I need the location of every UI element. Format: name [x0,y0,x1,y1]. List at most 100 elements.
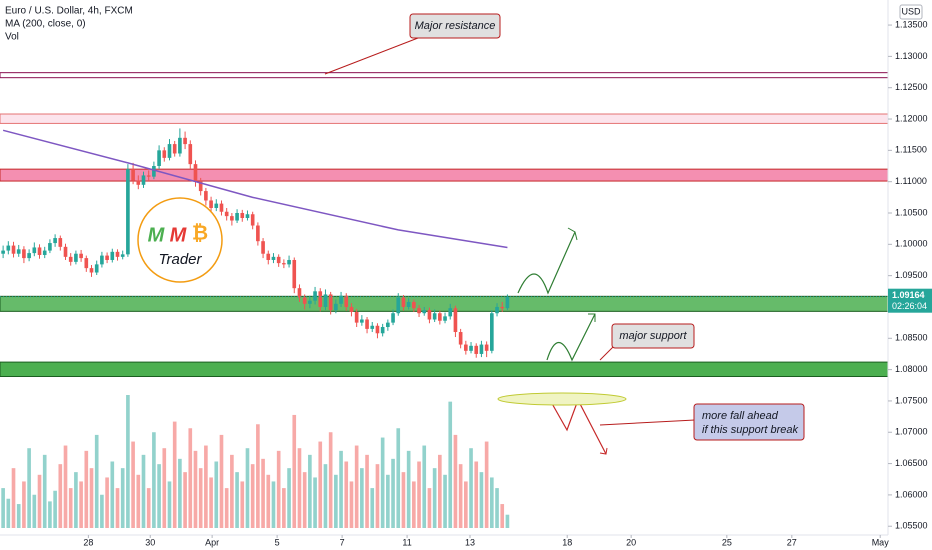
x-tick-label: May [872,537,890,547]
zone [0,113,889,124]
y-tick-label: 1.12000 [895,113,928,123]
ellipse [497,392,627,406]
candle-body [256,225,260,242]
zone [0,295,889,312]
volume-bar [1,488,5,528]
candle-body [297,288,302,298]
volume-bar [412,481,416,528]
candle-body [68,256,73,262]
volume-bar [131,441,135,528]
volume-bar [328,432,333,528]
candle-body [11,245,16,254]
volume-bar [245,448,250,528]
volume-bar [183,472,187,528]
y-tick-label: 1.10500 [895,207,928,217]
note: if this support break [702,424,798,436]
candle-body [365,319,369,329]
logo-letter: ₿ [192,222,208,244]
x-tick-label: 30 [145,537,155,547]
x-tick-label: 13 [465,537,475,547]
volume-bar [422,445,427,528]
volume-bar [334,474,338,528]
volume-bar [115,488,120,528]
candle-body [245,214,250,219]
volume-bar [167,481,172,528]
volume-bar [230,454,234,528]
x-tick-label: 28 [83,537,93,547]
candle-body [453,308,458,333]
plot-area [0,72,889,528]
candle-body [386,322,390,328]
volume-bar [349,481,354,528]
note: major support [619,330,687,342]
volume-bar [178,458,182,528]
candle-body [438,313,442,321]
currency-box [899,4,923,20]
volume-bar [256,424,260,528]
arrow-head [599,447,608,455]
candle-body [474,345,479,354]
volume-bar [58,464,63,528]
volume-bar [48,501,52,528]
candle-body [167,144,172,158]
y-tick-label: 1.12500 [895,82,928,92]
volume-bar [105,477,109,528]
volume-bar [27,448,31,528]
drawings [137,37,696,455]
candle-body [406,301,411,307]
candle-body [344,295,349,307]
green-path [517,231,576,295]
candle-body [79,253,83,259]
candle-body [328,294,333,311]
candle-body [120,254,125,257]
x-tick-label: 5 [275,537,280,547]
y-tick-label: 1.13000 [895,51,928,61]
axes: 1.13500 1.13000 1.12500 1.12000 1.11500 1.110… [83,19,932,547]
candle-body [412,301,416,309]
volume-bar [198,468,203,528]
volume-bar [479,472,484,528]
candle-body [74,253,78,262]
volume-bar [365,454,369,528]
volume-bar [68,488,73,528]
volume-bar [474,461,479,528]
y-tick-label: 1.06000 [895,489,928,499]
x-tick-label: 25 [722,537,732,547]
volume-bar [84,450,89,528]
candle-body [1,250,5,254]
candle-body [282,263,286,265]
last-price-box [888,288,932,313]
x-tick-label: Apr [205,537,219,547]
volume-bar [276,450,281,528]
candle-body [354,311,359,323]
candle-body [292,259,297,289]
volume-bar [37,474,42,528]
candle-body [464,344,468,351]
volume-bar [100,494,104,528]
y-tick-label: 1.07000 [895,427,928,437]
volume-bar [297,448,302,528]
y-tick-label: 1.11500 [895,145,927,155]
note-box [611,323,695,349]
volume-bar [354,445,359,528]
candle-body [146,175,151,177]
volume-bar [261,458,265,528]
candle-body [100,255,104,265]
candle-body [53,238,57,244]
callout-line [324,37,419,75]
volume-bar [74,472,78,528]
volume-bar [193,450,198,528]
candle-body [219,203,224,212]
volume-bar [152,432,156,528]
candle-body [334,303,338,311]
candle-body [22,249,26,259]
arrow-head [567,227,578,241]
candle-body [490,313,494,351]
candle-body [271,256,276,260]
y-tick-label: 1.13500 [895,19,928,29]
volume-bar [417,461,421,528]
candle-body [141,175,146,185]
volume-bar [188,428,193,528]
volume-bar [292,414,297,528]
volume-bar [464,481,468,528]
